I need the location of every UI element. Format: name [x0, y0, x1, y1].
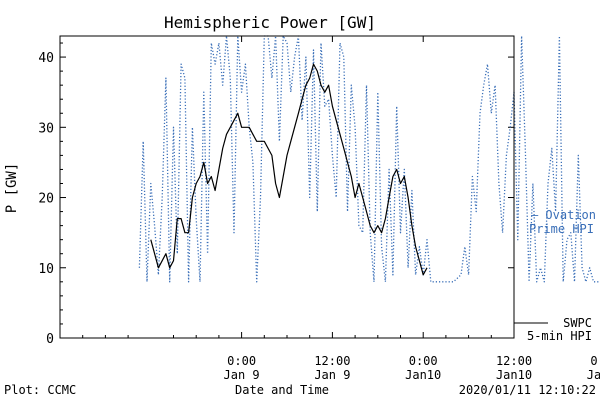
x-tick-label-time: 0:00 [590, 354, 600, 368]
legend-ovation-line1: — Ovation [531, 208, 596, 222]
y-tick-label: 10 [38, 262, 54, 277]
x-tick-label-time: 12:00 [496, 354, 532, 368]
series-layer [138, 35, 600, 283]
y-axis-label: P [GW] [4, 163, 20, 214]
legend-swpc-line2: 5-min HPI [527, 329, 592, 343]
chart-title: Hemispheric Power [GW] [164, 13, 376, 32]
plot-area-frame [59, 35, 515, 339]
y-tick-label: 20 [38, 192, 54, 207]
x-tick-label-date: Jan11 [587, 368, 600, 382]
x-axis-label: Date and Time [235, 383, 329, 397]
legend-ovation-line2: Prime HPI [529, 222, 594, 236]
y-tick-label: 0 [46, 332, 54, 347]
series-line-ovation-prime-hpi [138, 35, 600, 283]
y-tick-label: 40 [38, 51, 54, 66]
legend-swpc-line1: SWPC [563, 316, 592, 330]
x-tick-label-date: Jan 9 [224, 368, 260, 382]
y-tick-label: 30 [38, 121, 54, 136]
plot-credit: Plot: CCMC [4, 383, 77, 397]
x-tick-label-time: 0:00 [409, 354, 438, 368]
x-tick-label-date: Jan 9 [314, 368, 350, 382]
y-axis-ticks: 0 10 20 30 40 [38, 42, 514, 347]
plot-timestamp: 2020/01/11 12:10:22 [458, 383, 596, 397]
x-tick-label-date: Jan10 [405, 368, 441, 382]
x-tick-label-date: Jan10 [496, 368, 532, 382]
x-tick-label-time: 0:00 [227, 354, 256, 368]
x-tick-label-time: 12:00 [314, 354, 350, 368]
series-line-swpc-5-min-hpi [150, 63, 428, 276]
